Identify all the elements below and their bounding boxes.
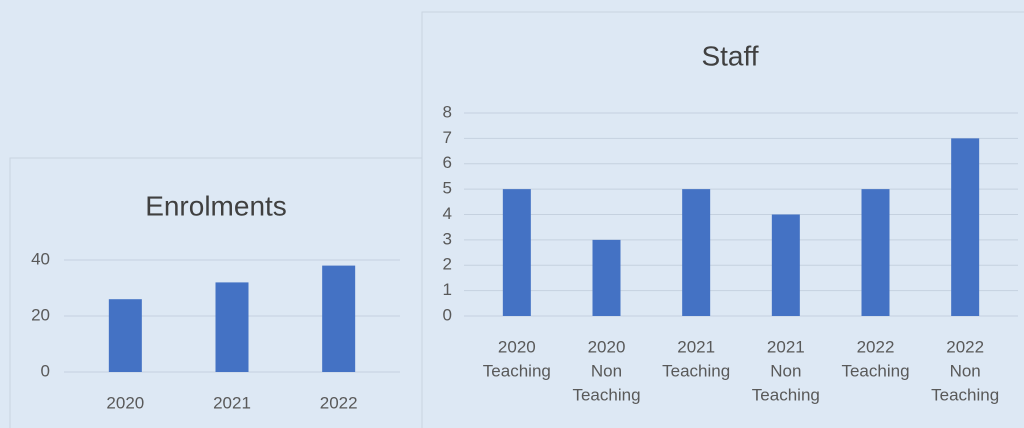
x-tick-label: Teaching [483, 361, 551, 380]
x-tick-label: Teaching [572, 385, 640, 404]
bar [215, 282, 249, 372]
bar [682, 189, 711, 316]
x-tick-label: 2022 [857, 337, 895, 356]
y-tick-label: 2 [443, 255, 452, 274]
bar [771, 214, 800, 316]
chart-title: Staff [701, 40, 758, 71]
x-tick-label: Non [591, 361, 622, 380]
x-tick-label: 2021 [213, 393, 251, 412]
bar [592, 239, 621, 316]
x-tick-label: 2021 [767, 337, 805, 356]
x-tick-label: 2022 [946, 337, 984, 356]
x-tick-label: Teaching [752, 385, 820, 404]
x-tick-label: 2020 [498, 337, 536, 356]
bar [108, 299, 142, 372]
y-tick-label: 0 [41, 361, 50, 380]
y-tick-label: 0 [443, 305, 452, 324]
y-tick-label: 7 [443, 128, 452, 147]
x-tick-label: 2021 [677, 337, 715, 356]
y-tick-label: 40 [31, 249, 50, 268]
bar [502, 189, 531, 316]
bar [322, 265, 356, 372]
y-tick-label: 5 [443, 179, 452, 198]
x-tick-label: 2020 [106, 393, 144, 412]
x-tick-label: Teaching [841, 361, 909, 380]
y-tick-label: 6 [443, 153, 452, 172]
y-tick-label: 20 [31, 305, 50, 324]
x-tick-label: Teaching [662, 361, 730, 380]
x-tick-label: Non [770, 361, 801, 380]
chart-title: Enrolments [145, 190, 287, 221]
x-tick-label: 2022 [320, 393, 358, 412]
x-tick-label: Non [950, 361, 981, 380]
x-tick-label: 2020 [588, 337, 626, 356]
bar [861, 189, 890, 316]
y-tick-label: 8 [443, 102, 452, 121]
y-tick-label: 3 [443, 229, 452, 248]
y-tick-label: 1 [443, 280, 452, 299]
x-tick-label: Teaching [931, 385, 999, 404]
y-tick-label: 4 [443, 204, 452, 223]
bar [951, 138, 980, 316]
